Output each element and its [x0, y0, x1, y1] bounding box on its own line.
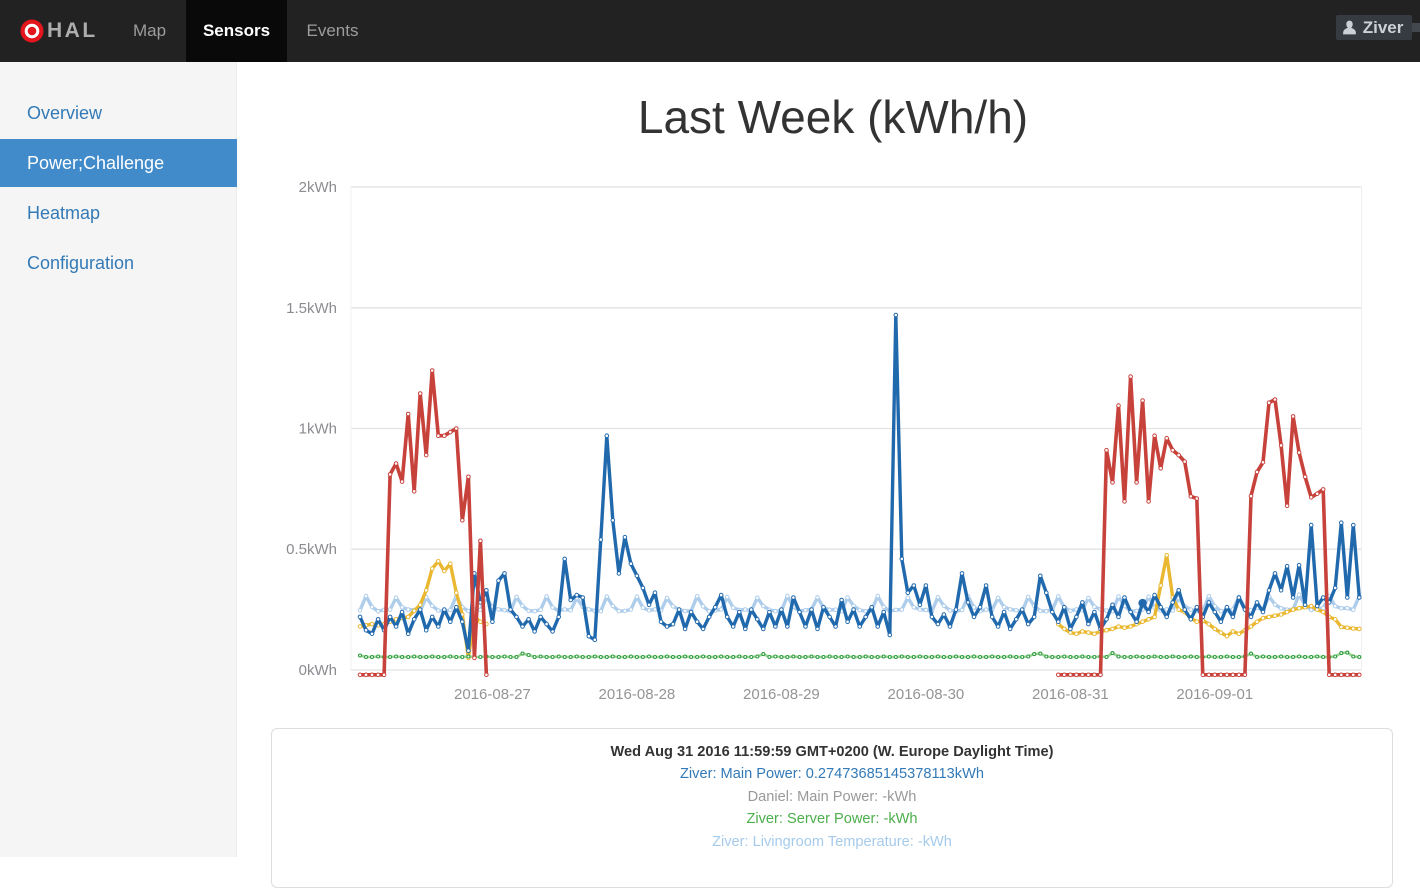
svg-text:0.5kWh: 0.5kWh: [286, 541, 337, 558]
svg-text:2016-09-01: 2016-09-01: [1176, 686, 1253, 703]
svg-text:0kWh: 0kWh: [299, 662, 337, 679]
svg-text:2016-08-29: 2016-08-29: [743, 686, 820, 703]
svg-text:2016-08-28: 2016-08-28: [599, 686, 676, 703]
svg-text:2kWh: 2kWh: [299, 179, 337, 196]
svg-text:1.5kWh: 1.5kWh: [286, 300, 337, 317]
svg-text:1kWh: 1kWh: [299, 421, 337, 438]
svg-text:2016-08-30: 2016-08-30: [888, 686, 965, 703]
svg-text:2016-08-27: 2016-08-27: [454, 686, 531, 703]
svg-text:2016-08-31: 2016-08-31: [1032, 686, 1109, 703]
